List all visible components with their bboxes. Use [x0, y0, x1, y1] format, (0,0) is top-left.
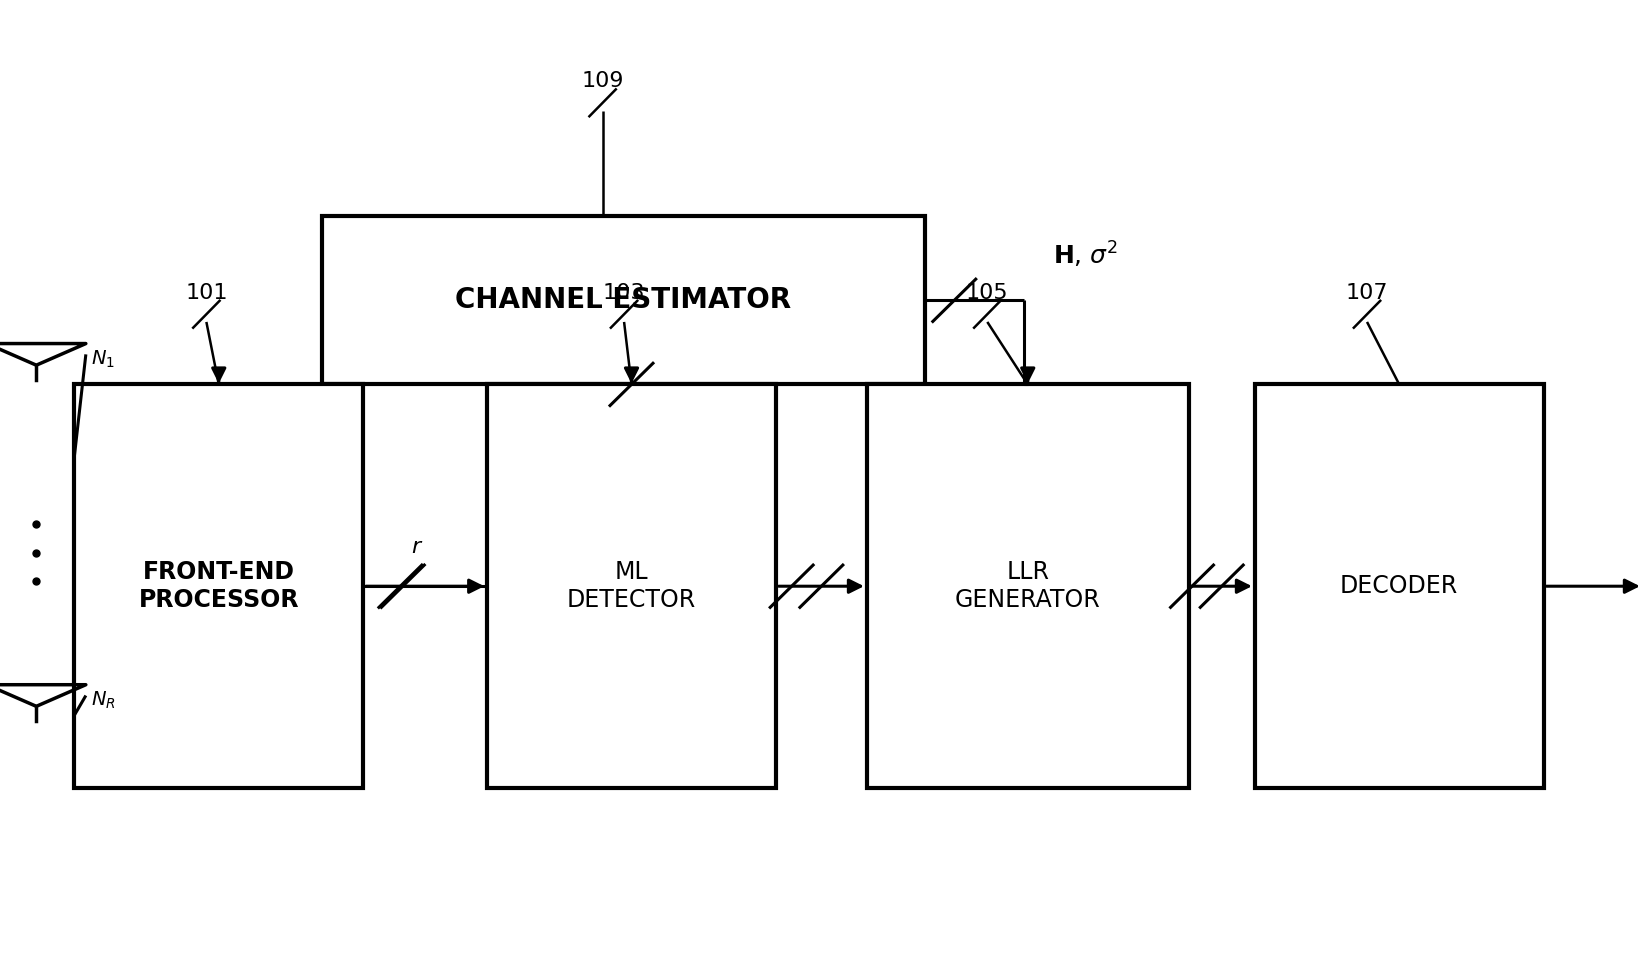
- Text: 105: 105: [966, 283, 1009, 303]
- Text: ML
DETECTOR: ML DETECTOR: [566, 560, 697, 612]
- Bar: [1255, 384, 1544, 788]
- Text: $N_R$: $N_R$: [91, 690, 116, 711]
- Text: $N_1$: $N_1$: [91, 349, 116, 370]
- Text: 107: 107: [1346, 283, 1388, 303]
- Text: $\mathbf{H}$, $\sigma^2$: $\mathbf{H}$, $\sigma^2$: [1053, 239, 1118, 270]
- Bar: [487, 384, 776, 788]
- Bar: [322, 216, 925, 384]
- Bar: [867, 384, 1189, 788]
- Text: FRONT-END
PROCESSOR: FRONT-END PROCESSOR: [139, 560, 299, 612]
- Text: LLR
GENERATOR: LLR GENERATOR: [954, 560, 1101, 612]
- Text: r: r: [411, 537, 421, 557]
- Text: 101: 101: [185, 283, 228, 303]
- Text: CHANNEL ESTIMATOR: CHANNEL ESTIMATOR: [456, 286, 791, 314]
- Text: 103: 103: [603, 283, 646, 303]
- Text: DECODER: DECODER: [1341, 575, 1458, 598]
- Bar: [74, 384, 363, 788]
- Text: 109: 109: [581, 71, 624, 91]
